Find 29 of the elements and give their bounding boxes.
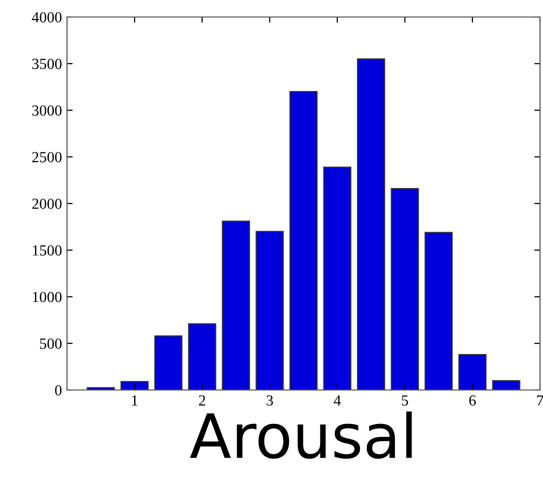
bar <box>222 220 250 390</box>
bar <box>154 335 182 390</box>
y-tick-label: 2500 <box>32 152 62 162</box>
x-tick-label: 5 <box>402 395 408 406</box>
y-tick-label: 1000 <box>32 292 62 302</box>
bar <box>492 380 520 390</box>
x-tick-label: 6 <box>469 395 476 406</box>
x-tick-label: 4 <box>334 395 341 406</box>
x-axis-title: Arousal <box>190 411 412 459</box>
y-tick-label: 500 <box>40 338 62 349</box>
bar <box>188 323 216 390</box>
x-tick-label: 3 <box>266 395 273 406</box>
bar <box>289 91 318 390</box>
bar <box>390 188 419 390</box>
y-tick-label: 3000 <box>32 105 62 116</box>
y-tick-label: 0 <box>55 385 62 396</box>
y-tick-label: 1500 <box>32 245 62 256</box>
x-tick-label: 7 <box>537 395 543 406</box>
y-tick-label: 2000 <box>32 198 62 209</box>
x-tick-label: 2 <box>198 395 206 406</box>
y-tick-label: 4000 <box>32 12 62 22</box>
bar <box>323 166 352 390</box>
y-tick-label: 3500 <box>32 58 62 70</box>
x-tick-label: 1 <box>132 395 138 406</box>
bar <box>458 354 486 390</box>
bar <box>424 232 453 390</box>
bar <box>256 230 284 390</box>
bar <box>357 58 386 390</box>
bar <box>120 381 149 390</box>
